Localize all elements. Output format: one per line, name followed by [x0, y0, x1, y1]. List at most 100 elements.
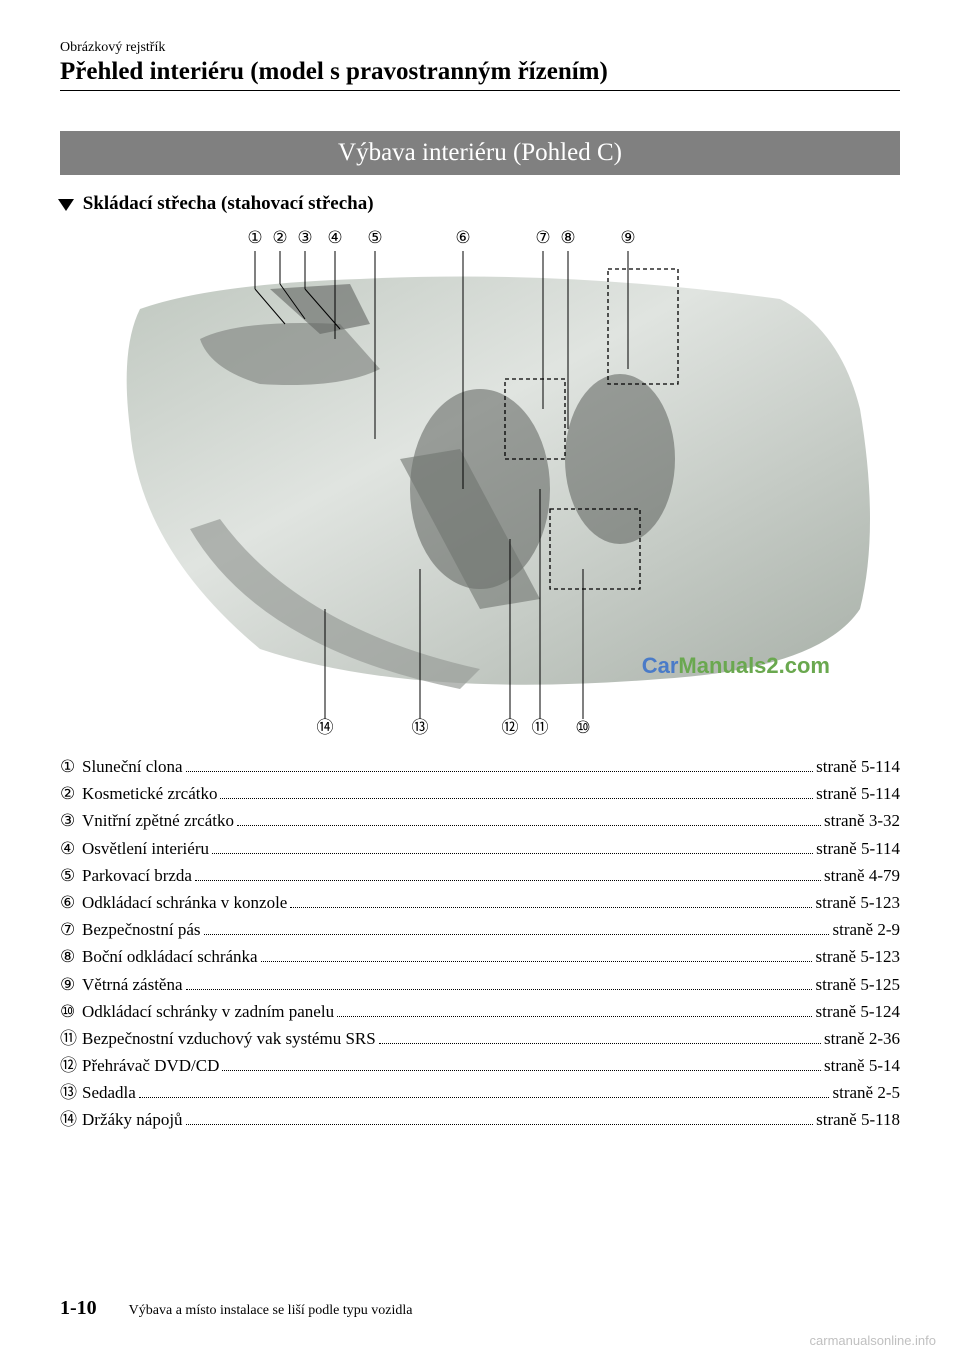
list-item: ⑨Větrná zástěna straně 5-125	[60, 971, 900, 998]
list-num: ④	[60, 835, 82, 862]
list-dots	[186, 1124, 814, 1125]
list-page: straně 2-9	[832, 916, 900, 943]
diagram-callout: ⑦	[533, 229, 553, 249]
list-num: ⑭	[60, 1106, 82, 1133]
list-dots	[290, 907, 812, 908]
list-num: ①	[60, 753, 82, 780]
list-dots	[222, 1070, 821, 1071]
list-page: straně 2-36	[824, 1025, 900, 1052]
diagram-callout: ⑤	[365, 229, 385, 249]
diagram-callout: ②	[270, 229, 290, 249]
list-dots	[220, 798, 813, 799]
list-num: ⑥	[60, 889, 82, 916]
list-label: Přehrávač DVD/CD	[82, 1052, 219, 1079]
footer: 1-10 Výbava a místo instalace se liší po…	[60, 1297, 413, 1320]
subsection-text: Skládací střecha (stahovací střecha)	[83, 193, 374, 214]
list-item: ⑪Bezpečnostní vzduchový vak systému SRS s…	[60, 1025, 900, 1052]
list-page: straně 5-118	[816, 1106, 900, 1133]
diagram: CarManuals2.com ①②③④⑤ ⑥ ⑦⑧ ⑨ ⑭ ⑬ ⑫⑪ ⑩	[60, 229, 900, 739]
list-dots	[212, 853, 813, 854]
footer-text: Výbava a místo instalace se liší podle t…	[129, 1303, 413, 1319]
list-num: ⑧	[60, 943, 82, 970]
header-small: Obrázkový rejstřík	[60, 40, 900, 56]
list-page: straně 3-32	[824, 807, 900, 834]
item-list: ①Sluneční clonastraně 5-114②Kosmetické z…	[60, 753, 900, 1134]
list-page: straně 5-124	[815, 998, 900, 1025]
list-item: ⑬Sedadla straně 2-5	[60, 1079, 900, 1106]
header-main: Přehled interiéru (model s pravostranným…	[60, 58, 900, 86]
list-item: ⑧Boční odkládací schránka straně 5-123	[60, 943, 900, 970]
list-label: Bezpečnostní vzduchový vak systému SRS	[82, 1025, 376, 1052]
footer-pagenum: 1-10	[60, 1297, 97, 1320]
list-dots	[139, 1097, 830, 1098]
list-page: straně 5-123	[815, 889, 900, 916]
list-num: ⑬	[60, 1079, 82, 1106]
list-item: ⑫Přehrávač DVD/CD straně 5-14	[60, 1052, 900, 1079]
diagram-callout: ①	[245, 229, 265, 249]
list-label: Odkládací schránka v konzole	[82, 889, 287, 916]
triangle-icon	[58, 199, 74, 211]
diagram-callout: ⑬	[410, 719, 430, 739]
list-label: Vnitřní zpětné zrcátko	[82, 807, 234, 834]
header-line	[60, 90, 900, 91]
list-label: Větrná zástěna	[82, 971, 183, 998]
list-item: ⑥Odkládací schránka v konzole straně 5-12…	[60, 889, 900, 916]
list-label: Sedadla	[82, 1079, 136, 1106]
list-dots	[195, 880, 821, 881]
list-item: ⑦Bezpečnostní pás straně 2-9	[60, 916, 900, 943]
list-item: ⑭Držáky nápojů straně 5-118	[60, 1106, 900, 1133]
list-num: ⑪	[60, 1025, 82, 1052]
list-dots	[186, 989, 813, 990]
list-page: straně 5-114	[816, 780, 900, 807]
diagram-callout: ④	[325, 229, 345, 249]
list-num: ②	[60, 780, 82, 807]
list-num: ⑨	[60, 971, 82, 998]
subsection-title: Skládací střecha (stahovací střecha)	[60, 193, 900, 215]
list-item: ④Osvětlení interiéru straně 5-114	[60, 835, 900, 862]
list-label: Bezpečnostní pás	[82, 916, 201, 943]
diagram-callout: ⑩	[573, 719, 593, 739]
list-page: straně 5-14	[824, 1052, 900, 1079]
list-page: straně 4-79	[824, 862, 900, 889]
footer-watermark: carmanualsonline.info	[810, 1333, 936, 1348]
watermark-rest: Manuals2.com	[678, 653, 830, 678]
list-dots	[379, 1043, 821, 1044]
diagram-callout: ⑧	[558, 229, 578, 249]
list-label: Odkládací schránky v zadním panelu	[82, 998, 334, 1025]
list-item: ②Kosmetické zrcátko straně 5-114	[60, 780, 900, 807]
list-dots	[237, 825, 821, 826]
diagram-callout: ⑭	[315, 719, 335, 739]
list-label: Boční odkládací schránka	[82, 943, 258, 970]
watermark-car: Car	[642, 653, 679, 678]
list-num: ⑫	[60, 1052, 82, 1079]
list-label: Kosmetické zrcátko	[82, 780, 217, 807]
list-dots	[186, 771, 814, 772]
diagram-watermark: CarManuals2.com	[642, 653, 830, 679]
list-item: ⑩Odkládací schránky v zadním panelu stran…	[60, 998, 900, 1025]
list-page: straně 5-114	[816, 753, 900, 780]
list-num: ③	[60, 807, 82, 834]
list-dots	[337, 1016, 812, 1017]
list-page: straně 2-5	[832, 1079, 900, 1106]
list-page: straně 5-123	[815, 943, 900, 970]
list-label: Osvětlení interiéru	[82, 835, 209, 862]
list-num: ⑤	[60, 862, 82, 889]
diagram-callout: ⑫	[500, 719, 520, 739]
list-label: Držáky nápojů	[82, 1106, 183, 1133]
list-label: Parkovací brzda	[82, 862, 192, 889]
list-item: ③Vnitřní zpětné zrcátko straně 3-32	[60, 807, 900, 834]
list-item: ⑤Parkovací brzda straně 4-79	[60, 862, 900, 889]
list-num: ⑩	[60, 998, 82, 1025]
diagram-callout: ⑪	[530, 719, 550, 739]
diagram-callout: ⑨	[618, 229, 638, 249]
list-dots	[204, 934, 830, 935]
list-item: ①Sluneční clona straně 5-114	[60, 753, 900, 780]
list-label: Sluneční clona	[82, 753, 183, 780]
diagram-callout: ⑥	[453, 229, 473, 249]
list-page: straně 5-114	[816, 835, 900, 862]
list-dots	[261, 961, 813, 962]
diagram-callout: ③	[295, 229, 315, 249]
list-page: straně 5-125	[815, 971, 900, 998]
section-title: Výbava interiéru (Pohled C)	[60, 131, 900, 175]
list-num: ⑦	[60, 916, 82, 943]
